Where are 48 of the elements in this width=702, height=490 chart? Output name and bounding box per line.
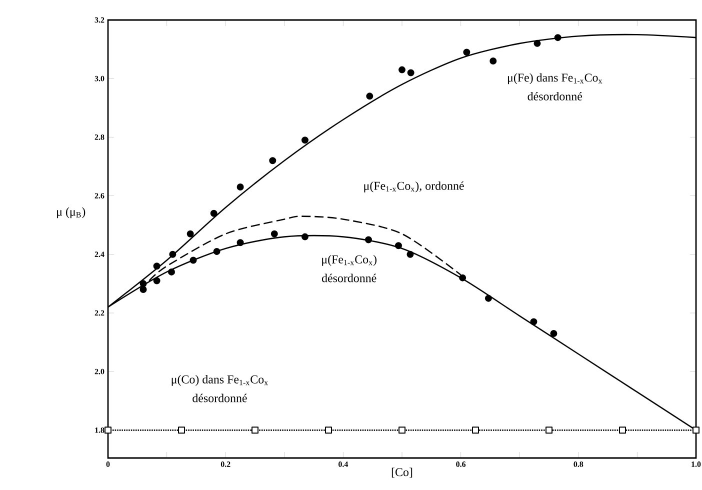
point: [398, 426, 406, 434]
annotation: désordonné: [528, 92, 582, 100]
point: [301, 136, 308, 144]
point: [463, 48, 470, 56]
point: [407, 69, 414, 76]
y-axis-title: μ (μ$_{B}$): [57, 207, 86, 218]
point: [236, 183, 244, 190]
point: [213, 248, 220, 255]
point: [472, 426, 480, 434]
point: [186, 230, 194, 238]
point: [364, 236, 372, 244]
point: [546, 426, 553, 434]
point: [692, 426, 700, 434]
point: [190, 256, 197, 264]
point: [394, 242, 402, 250]
point: [554, 34, 562, 42]
point: [301, 233, 308, 240]
point: [236, 239, 244, 246]
point: [270, 230, 278, 238]
x-axis-title: [Co]: [392, 468, 412, 478]
point: [406, 250, 414, 258]
point: [168, 268, 176, 276]
point: [550, 330, 558, 337]
point: [534, 40, 541, 47]
point: [210, 210, 218, 217]
point: [490, 58, 497, 65]
point: [140, 286, 147, 294]
point: [153, 277, 160, 284]
point: [398, 66, 406, 74]
point: [530, 318, 538, 326]
point: [153, 262, 160, 270]
annotation: μ(Fe) dans Fe$_{1-x}$Co$_{x}$: [508, 73, 602, 84]
point: [619, 426, 626, 434]
annotation: désordonné: [322, 274, 376, 282]
point: [484, 294, 492, 302]
point: [104, 426, 112, 434]
annotation: μ(Co) dans Fe$_{1-x}$Co$_{x}$: [172, 375, 268, 386]
point: [325, 426, 332, 434]
annotation: μ(Fe$_{1-x}$Co$_{x}$), ordonné: [364, 181, 464, 192]
point: [366, 92, 374, 100]
point: [269, 157, 276, 164]
point: [252, 426, 259, 434]
annotation: μ(Fe$_{1-x}$Co$_{x}$): [322, 255, 376, 266]
point: [459, 274, 466, 282]
annotation: désordonné: [192, 394, 247, 402]
point: [140, 280, 147, 288]
point: [169, 250, 176, 258]
point: [178, 426, 185, 434]
